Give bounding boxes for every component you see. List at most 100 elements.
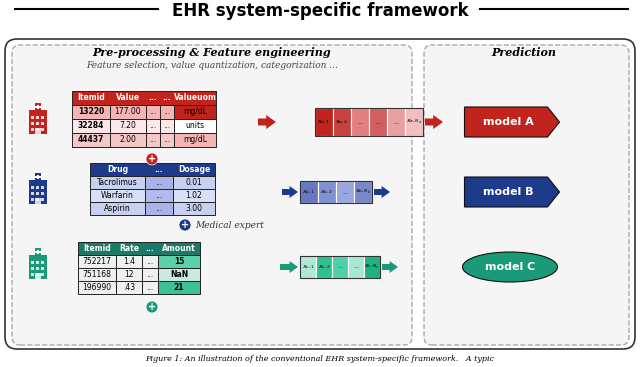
Bar: [29, 180, 47, 204]
Text: +: +: [181, 220, 189, 230]
Bar: [351, 108, 369, 136]
Bar: [35, 103, 40, 112]
Text: 44437: 44437: [78, 135, 104, 145]
Text: Dosage: Dosage: [178, 165, 210, 174]
Bar: [78, 281, 116, 294]
Bar: [142, 281, 158, 294]
Bar: [173, 176, 215, 189]
Polygon shape: [425, 115, 443, 129]
Text: ...: ...: [163, 108, 171, 116]
Text: .43: .43: [123, 283, 135, 292]
Bar: [110, 105, 146, 119]
Bar: [72, 133, 110, 147]
Bar: [316, 256, 332, 278]
Polygon shape: [282, 186, 298, 198]
FancyBboxPatch shape: [424, 45, 629, 345]
Bar: [146, 119, 160, 133]
Text: ...: ...: [147, 257, 154, 266]
Text: mg/dL: mg/dL: [183, 135, 207, 145]
Bar: [78, 242, 200, 255]
Text: $x_{c,1}$: $x_{c,1}$: [301, 264, 314, 270]
Bar: [78, 268, 116, 281]
Text: model C: model C: [485, 262, 535, 272]
Text: 21: 21: [173, 283, 184, 292]
Text: Tacrolimus: Tacrolimus: [97, 178, 138, 187]
Bar: [36, 250, 39, 254]
Circle shape: [146, 301, 158, 313]
Bar: [174, 105, 216, 119]
Bar: [116, 281, 142, 294]
Bar: [35, 273, 40, 279]
Bar: [116, 268, 142, 281]
Bar: [31, 122, 34, 124]
Bar: [36, 267, 39, 269]
Bar: [174, 133, 216, 147]
Text: model B: model B: [483, 187, 533, 197]
Bar: [72, 91, 216, 105]
Bar: [36, 116, 39, 119]
Bar: [145, 202, 173, 215]
Bar: [35, 128, 40, 134]
Polygon shape: [374, 186, 390, 198]
Bar: [160, 119, 174, 133]
Bar: [31, 128, 34, 131]
Text: $x_{c,N_c}$: $x_{c,N_c}$: [364, 263, 380, 271]
Text: Itemid: Itemid: [77, 94, 105, 102]
Bar: [72, 119, 110, 133]
Text: units: units: [186, 121, 205, 131]
Text: ...: ...: [148, 94, 157, 102]
Text: $x_{c,2}$: $x_{c,2}$: [317, 264, 330, 270]
Text: ...: ...: [357, 120, 363, 124]
Text: ...: ...: [163, 121, 171, 131]
Text: Rate: Rate: [119, 244, 139, 253]
Bar: [145, 189, 173, 202]
Text: ...: ...: [375, 120, 381, 124]
Ellipse shape: [463, 252, 557, 282]
Text: ...: ...: [149, 135, 157, 145]
Text: Medical expert: Medical expert: [195, 221, 264, 229]
Text: Amount: Amount: [162, 244, 196, 253]
Text: 1.4: 1.4: [123, 257, 135, 266]
Bar: [158, 268, 200, 281]
Text: Figure 1: An illustration of the conventional EHR system-specific framework.   A: Figure 1: An illustration of the convent…: [145, 355, 495, 363]
Bar: [145, 176, 173, 189]
Bar: [90, 202, 145, 215]
Bar: [42, 122, 44, 124]
Text: mg/dL: mg/dL: [183, 108, 207, 116]
Text: Prediction: Prediction: [492, 47, 557, 58]
Bar: [300, 181, 318, 203]
Text: 1.02: 1.02: [186, 191, 202, 200]
Bar: [36, 198, 39, 200]
Bar: [35, 173, 40, 182]
Bar: [72, 105, 110, 119]
Text: 32284: 32284: [78, 121, 104, 131]
Bar: [36, 261, 39, 264]
Bar: [142, 268, 158, 281]
Bar: [42, 198, 44, 200]
Bar: [35, 198, 40, 204]
Bar: [42, 116, 44, 119]
Text: Warfarin: Warfarin: [101, 191, 134, 200]
Text: ...: ...: [147, 270, 154, 279]
Bar: [35, 176, 40, 178]
Bar: [315, 108, 423, 136]
Text: Drug: Drug: [107, 165, 128, 174]
Bar: [146, 105, 160, 119]
FancyBboxPatch shape: [5, 39, 635, 349]
Text: $x_{b,N_b}$: $x_{b,N_b}$: [355, 188, 371, 196]
Bar: [42, 192, 44, 195]
Bar: [160, 105, 174, 119]
Bar: [318, 181, 336, 203]
Bar: [29, 255, 47, 279]
Bar: [31, 267, 34, 269]
Polygon shape: [382, 261, 398, 273]
Bar: [35, 106, 40, 108]
Bar: [31, 273, 34, 276]
Bar: [31, 186, 34, 189]
Circle shape: [179, 219, 191, 231]
Bar: [78, 255, 116, 268]
Bar: [173, 202, 215, 215]
Text: ...: ...: [342, 189, 348, 195]
Polygon shape: [280, 261, 298, 273]
Bar: [90, 163, 215, 176]
